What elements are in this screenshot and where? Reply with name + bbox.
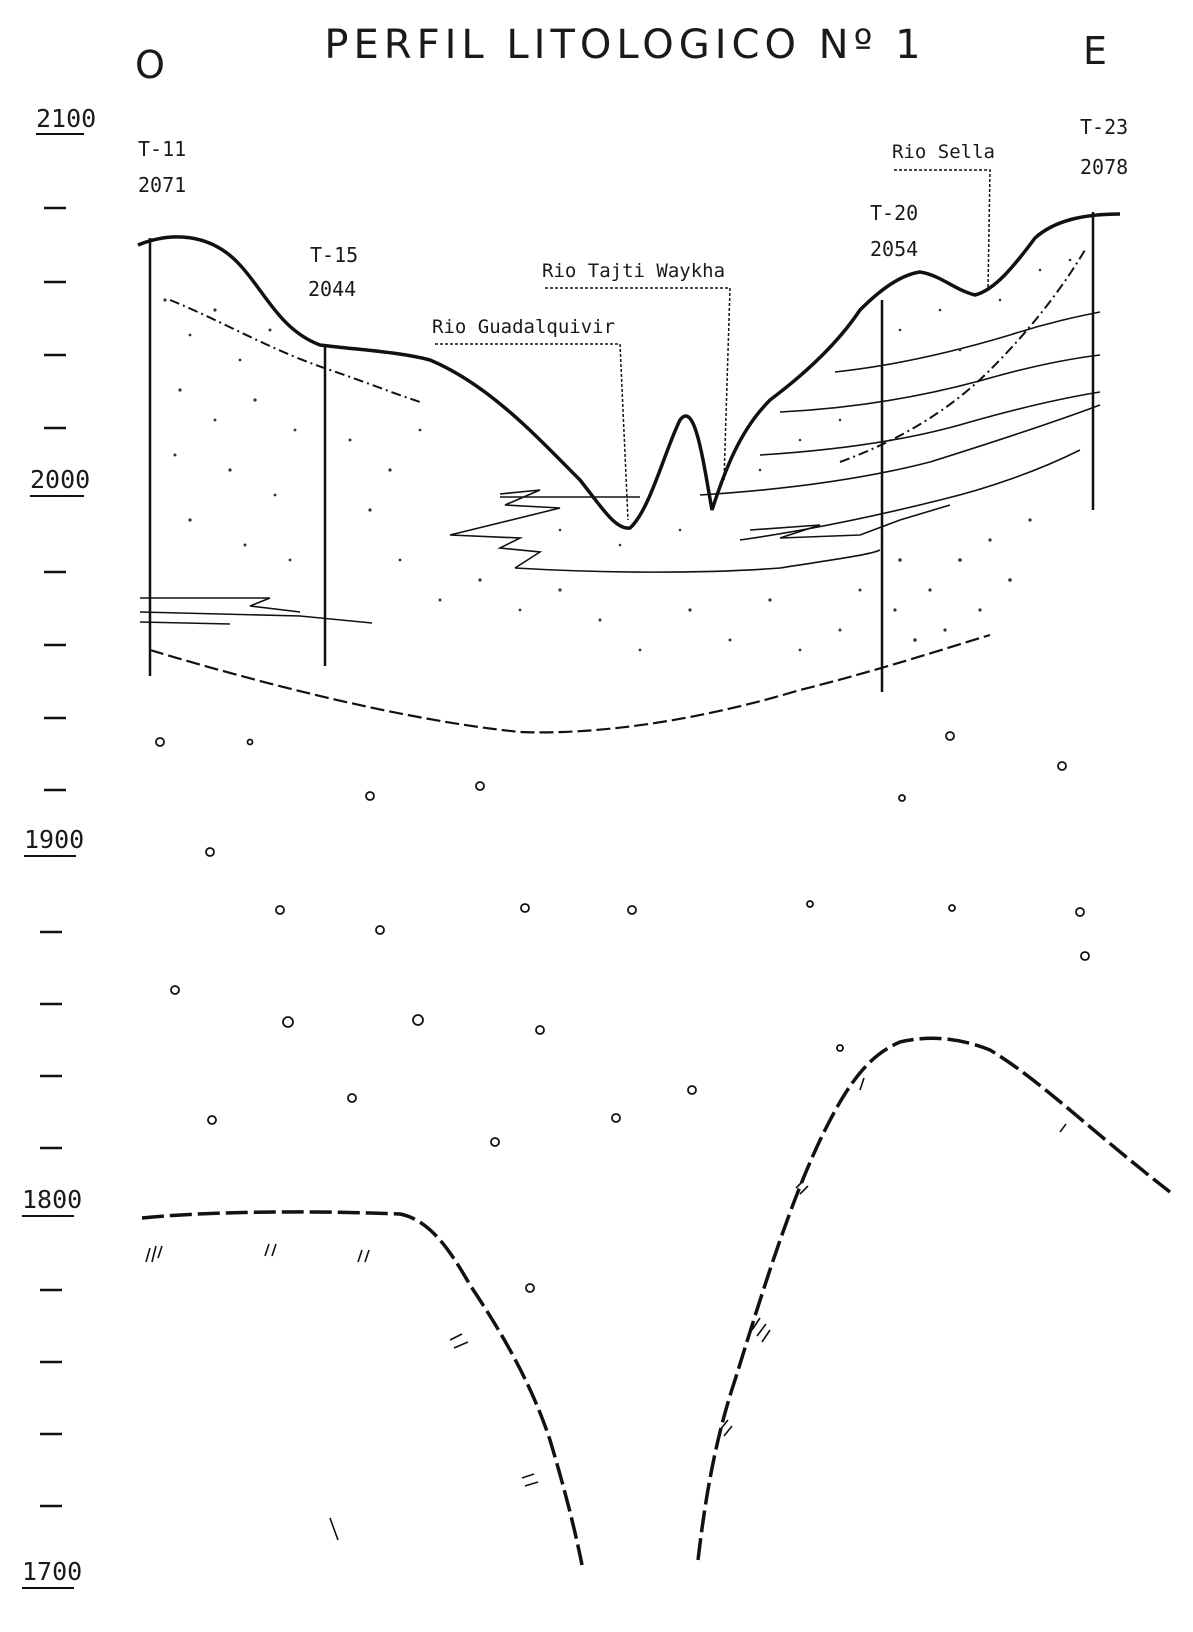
- river-tajti-waykha-label: Rio Tajti Waykha: [542, 260, 725, 282]
- river-guadalquivir-leader: [435, 343, 629, 521]
- river-guadalquivir-label: Rio Guadalquivir: [432, 316, 615, 338]
- well-t15-id: T-15: [310, 243, 358, 267]
- elevation-label-1900: 1900: [24, 825, 84, 854]
- elevation-axis: 2100 2000 1900 1800 1700: [22, 104, 96, 1589]
- well-t20-elevation: 2054: [870, 237, 918, 261]
- west-lens: [139, 597, 373, 625]
- elevation-label-2100: 2100: [36, 104, 96, 133]
- river-sella-leader: [894, 169, 991, 291]
- central-lens: [449, 489, 951, 573]
- elevation-label-1800: 1800: [22, 1185, 82, 1214]
- west-label: O: [135, 43, 165, 87]
- well-labels: T-11 2071 T-15 2044 T-20 2054 T-23 2078: [138, 115, 1128, 301]
- river-tajti-waykha-leader: [545, 287, 731, 481]
- east-label: E: [1083, 29, 1107, 73]
- sediment-stipple: [163, 258, 1072, 652]
- elevation-ticks: [40, 206, 66, 1508]
- well-t20-id: T-20: [870, 201, 918, 225]
- sediment-base-dashed-line: [149, 633, 991, 734]
- east-contact-dashdot-line: [839, 249, 1086, 463]
- river-labels: Rio Guadalquivir Rio Tajti Waykha Rio Se…: [432, 141, 995, 521]
- well-t11-elevation: 2071: [138, 173, 186, 197]
- ground-surface-line: [137, 212, 1121, 530]
- basement-boulders: [155, 731, 1090, 1293]
- well-t11-id: T-11: [138, 137, 186, 161]
- bedrock-west-dashed-line: [141, 1210, 584, 1566]
- elevation-label-1700: 1700: [22, 1557, 82, 1586]
- river-sella-label: Rio Sella: [892, 141, 995, 163]
- east-strata-lines: [500, 311, 1101, 541]
- profile-title: PERFIL LITOLOGICO Nº 1: [324, 22, 925, 68]
- west-contact-dashdot-line: [169, 299, 421, 403]
- well-t23-id: T-23: [1080, 115, 1128, 139]
- bedrock-hatch-marks: [145, 1077, 1067, 1541]
- well-t15-elevation: 2044: [308, 277, 356, 301]
- bedrock-east-dashed-line: [696, 1036, 1172, 1561]
- elevation-label-2000: 2000: [30, 465, 90, 494]
- well-t23-elevation: 2078: [1080, 155, 1128, 179]
